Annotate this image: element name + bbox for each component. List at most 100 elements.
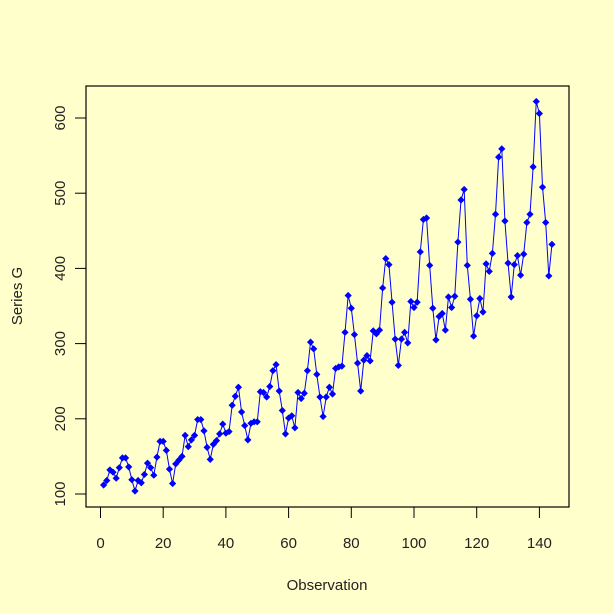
data-point-marker bbox=[200, 427, 208, 435]
series-line bbox=[100, 97, 556, 495]
data-point-marker bbox=[153, 453, 161, 461]
data-point-marker bbox=[495, 153, 503, 161]
data-point-marker bbox=[125, 463, 133, 471]
data-point-marker bbox=[350, 330, 359, 339]
data-point-marker bbox=[259, 388, 268, 397]
data-point-marker bbox=[203, 443, 211, 451]
data-point-marker bbox=[121, 454, 130, 462]
data-point-marker bbox=[419, 215, 428, 224]
data-point-marker bbox=[219, 420, 227, 428]
data-point-marker bbox=[115, 464, 123, 472]
data-point-marker bbox=[491, 210, 500, 218]
data-point-marker bbox=[159, 437, 167, 445]
data-point-marker bbox=[297, 394, 305, 403]
data-point-marker bbox=[106, 466, 114, 474]
data-point-marker bbox=[379, 284, 387, 292]
y-tick-label: 300 bbox=[52, 331, 69, 356]
data-point-marker bbox=[272, 361, 280, 369]
data-point-marker bbox=[397, 335, 406, 343]
data-point-marker bbox=[523, 218, 531, 227]
data-point-marker bbox=[172, 460, 180, 468]
y-tick-label: 500 bbox=[52, 181, 69, 206]
data-point-marker bbox=[410, 303, 418, 312]
data-point-marker bbox=[357, 387, 365, 395]
data-point-marker bbox=[109, 468, 117, 476]
data-point-marker bbox=[385, 261, 393, 269]
data-point-marker bbox=[263, 393, 271, 401]
data-point-marker bbox=[429, 304, 437, 312]
y-axis-label: Series G bbox=[9, 267, 26, 325]
data-point-marker bbox=[212, 437, 221, 445]
data-point-marker bbox=[147, 464, 155, 472]
data-point-marker bbox=[375, 326, 384, 334]
data-point-marker bbox=[190, 431, 199, 439]
data-point-marker bbox=[391, 335, 399, 343]
data-point-marker bbox=[504, 259, 512, 267]
data-point-marker bbox=[482, 260, 490, 268]
data-point-marker bbox=[137, 479, 145, 487]
data-point-marker bbox=[448, 303, 456, 312]
data-point-marker bbox=[426, 261, 434, 269]
data-point-marker bbox=[328, 390, 337, 398]
data-point-marker bbox=[413, 298, 421, 306]
data-point-marker bbox=[319, 412, 327, 421]
data-point-marker bbox=[162, 446, 170, 454]
data-point-marker bbox=[253, 418, 261, 426]
data-point-marker bbox=[316, 393, 324, 401]
data-point-marker bbox=[291, 424, 299, 432]
data-point-marker bbox=[247, 419, 255, 427]
data-point-marker bbox=[234, 383, 243, 391]
data-point-marker bbox=[288, 412, 296, 420]
data-point-marker bbox=[228, 401, 236, 409]
y-tick-label: 100 bbox=[52, 481, 69, 506]
data-point-marker bbox=[112, 474, 120, 482]
x-tick-label: 100 bbox=[401, 535, 426, 552]
data-point-marker bbox=[520, 250, 528, 258]
data-point-marker bbox=[140, 470, 148, 479]
data-point-marker bbox=[360, 356, 368, 364]
data-point-marker bbox=[294, 388, 302, 397]
data-point-marker bbox=[338, 362, 346, 370]
data-point-marker bbox=[407, 297, 415, 306]
data-point-marker bbox=[473, 312, 481, 320]
data-point-marker bbox=[416, 248, 424, 256]
data-point-marker bbox=[341, 328, 349, 336]
data-point-marker bbox=[347, 304, 355, 312]
data-point-marker bbox=[310, 345, 318, 353]
data-point-marker bbox=[300, 389, 308, 397]
data-point-marker bbox=[197, 415, 205, 424]
data-point-marker bbox=[322, 393, 330, 401]
data-point-marker bbox=[285, 414, 293, 422]
data-point-marker bbox=[526, 210, 534, 218]
data-point-marker bbox=[143, 459, 152, 467]
x-tick-label: 0 bbox=[96, 535, 104, 552]
data-point-marker bbox=[457, 196, 465, 204]
data-point-marker bbox=[244, 436, 252, 444]
y-tick-label: 600 bbox=[52, 105, 69, 130]
data-point-marker bbox=[400, 328, 409, 336]
data-point-marker bbox=[463, 261, 471, 269]
x-tick-label: 140 bbox=[527, 535, 552, 552]
data-point-marker bbox=[507, 293, 515, 301]
data-point-marker bbox=[206, 455, 214, 464]
data-point-marker bbox=[169, 479, 177, 488]
y-axis: 100 200 300 400 500 600 bbox=[52, 105, 87, 507]
data-point-marker bbox=[225, 427, 233, 436]
data-point-marker bbox=[165, 465, 174, 473]
data-point-marker bbox=[404, 339, 412, 347]
data-point-marker bbox=[485, 267, 493, 276]
data-point-marker bbox=[241, 421, 249, 430]
data-point-marker bbox=[187, 436, 196, 444]
data-point-marker bbox=[510, 261, 518, 269]
plot-box bbox=[85, 85, 570, 508]
data-point-marker bbox=[275, 387, 283, 395]
data-point-marker bbox=[131, 487, 139, 495]
x-tick-label: 40 bbox=[218, 535, 235, 552]
data-point-marker bbox=[231, 392, 239, 400]
data-point-marker bbox=[444, 293, 453, 301]
data-point-marker bbox=[476, 294, 484, 303]
data-point-marker bbox=[256, 388, 264, 396]
data-point-marker bbox=[501, 217, 509, 225]
data-point-marker bbox=[269, 367, 277, 375]
